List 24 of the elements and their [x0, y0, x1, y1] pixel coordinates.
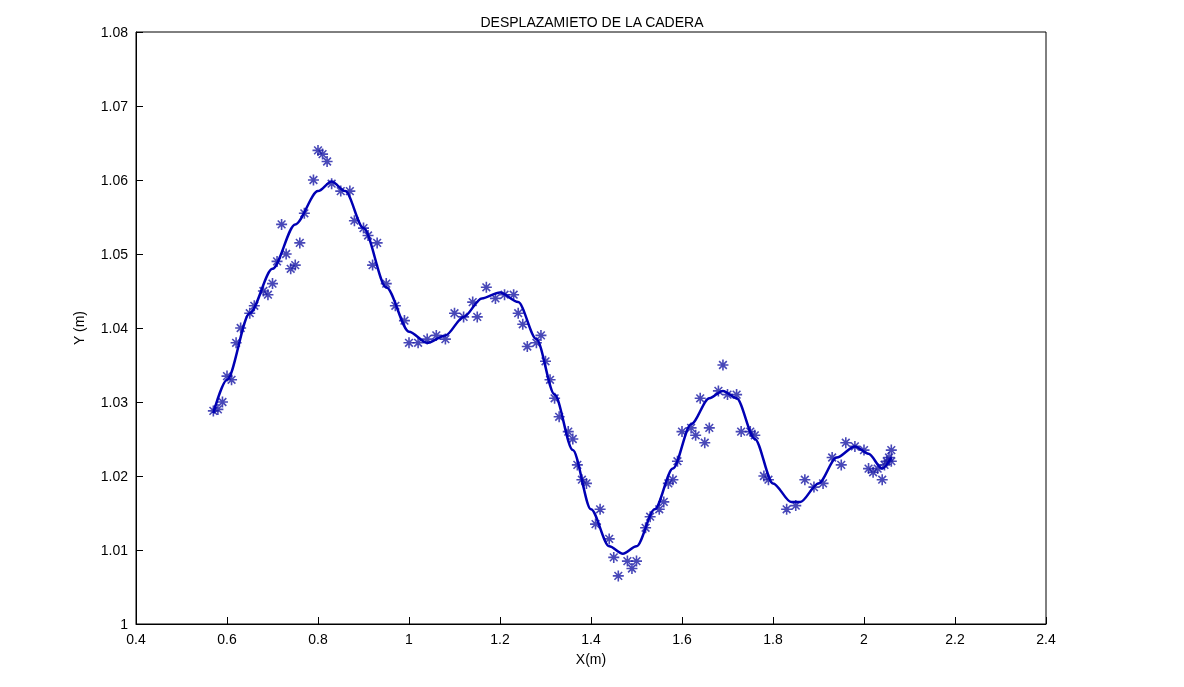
y-tick-label: 1.04	[100, 320, 129, 336]
y-tick-label: 1	[120, 616, 129, 632]
line-series	[212, 180, 893, 555]
chart-title: DESPLAZAMIETO DE LA CADERA	[480, 14, 705, 30]
x-tick-label: 1.2	[490, 631, 510, 647]
x-tick-label: 1.8	[763, 631, 783, 647]
x-tick-label: 1	[405, 631, 414, 647]
x-tick-label: 0.6	[217, 631, 237, 647]
y-axis-title: Y (m)	[71, 311, 87, 345]
y-tick-label: 1.07	[100, 98, 129, 114]
y-tick-label: 1.06	[100, 172, 129, 188]
x-tick-label: 2.4	[1036, 631, 1056, 647]
x-tick-label: 2.2	[945, 631, 965, 647]
y-tick-label: 1.03	[100, 394, 129, 410]
x-tick-label: 2	[860, 631, 869, 647]
x-axis-title: X(m)	[575, 651, 607, 667]
x-tick-label: 1.6	[672, 631, 692, 647]
y-tick-label: 1.05	[100, 246, 129, 262]
x-tick-label: 0.8	[308, 631, 328, 647]
x-tick-label: 0.4	[126, 631, 146, 647]
y-tick-label: 1.01	[100, 542, 129, 558]
y-tick-label: 1.02	[100, 468, 129, 484]
y-tick-label: 1.08	[100, 24, 129, 40]
x-tick-label: 1.4	[581, 631, 601, 647]
